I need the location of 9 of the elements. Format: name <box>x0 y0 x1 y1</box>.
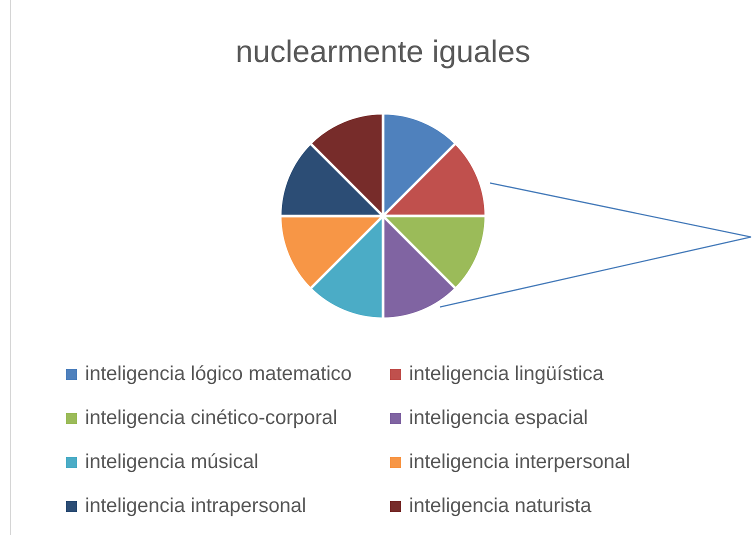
legend-label: inteligencia espacial <box>409 406 588 430</box>
legend-label: inteligencia intrapersonal <box>85 494 306 518</box>
legend-label: inteligencia músical <box>85 450 258 474</box>
legend-label: inteligencia naturista <box>409 494 592 518</box>
legend-label: inteligencia interpersonal <box>409 450 630 474</box>
legend-label: inteligencia cinético-corporal <box>85 406 338 430</box>
legend-label: inteligencia lógico matematico <box>85 362 352 386</box>
chart-title: nuclearmente iguales <box>234 34 532 70</box>
legend-label: inteligencia lingüística <box>409 362 604 386</box>
